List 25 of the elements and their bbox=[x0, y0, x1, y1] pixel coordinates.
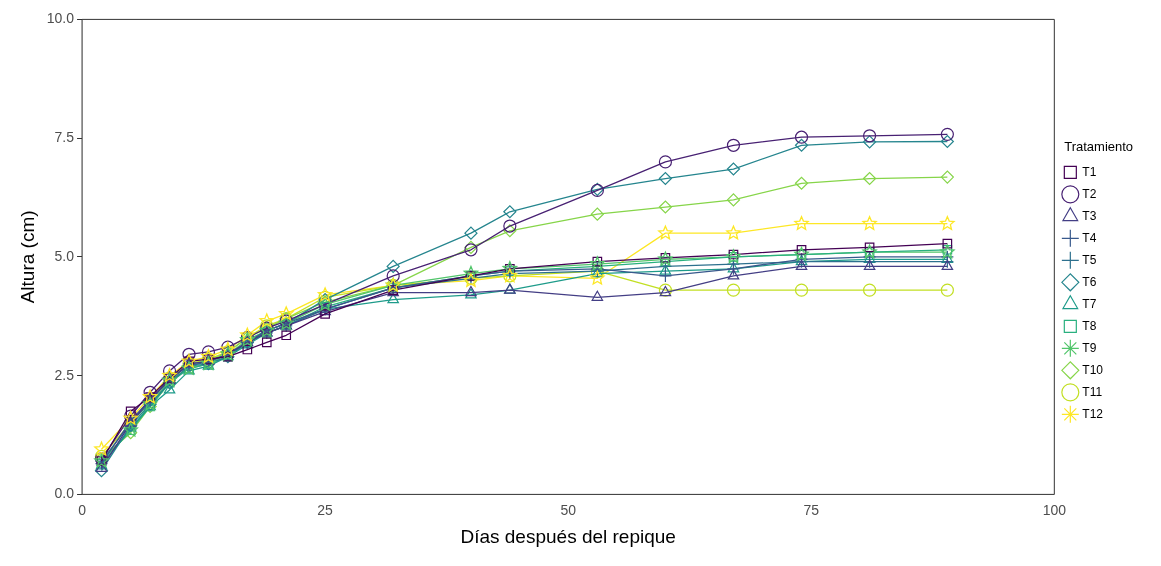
y-tick-label: 5.0 bbox=[54, 247, 75, 264]
legend-label: T11 bbox=[1082, 384, 1103, 399]
legend-label: T9 bbox=[1082, 340, 1097, 355]
y-tick-label: 2.5 bbox=[54, 366, 75, 383]
legend-label: T3 bbox=[1082, 208, 1097, 223]
legend-label: T8 bbox=[1082, 318, 1097, 333]
x-axis-title: Días después del repique bbox=[460, 525, 676, 547]
legend-label: T4 bbox=[1082, 230, 1097, 245]
y-tick-label: 7.5 bbox=[54, 129, 75, 146]
x-tick-label: 50 bbox=[560, 501, 577, 518]
legend-label: T1 bbox=[1082, 164, 1097, 179]
legend-title: Tratamiento bbox=[1064, 138, 1134, 154]
x-tick-label: 25 bbox=[317, 501, 334, 518]
legend-label: T2 bbox=[1082, 186, 1097, 201]
y-axis-title: Altura (cm) bbox=[16, 210, 38, 304]
y-tick-label: 0.0 bbox=[54, 485, 75, 502]
x-tick-label: 0 bbox=[78, 501, 87, 518]
x-tick-label: 75 bbox=[803, 501, 820, 518]
y-tick-label: 10.0 bbox=[46, 10, 75, 27]
legend-label: T12 bbox=[1082, 406, 1104, 421]
legend-label: T6 bbox=[1082, 274, 1097, 289]
legend-label: T5 bbox=[1082, 252, 1097, 267]
x-tick-label: 100 bbox=[1042, 501, 1067, 518]
legend-label: T7 bbox=[1082, 296, 1097, 311]
legend-label: T10 bbox=[1082, 362, 1104, 377]
